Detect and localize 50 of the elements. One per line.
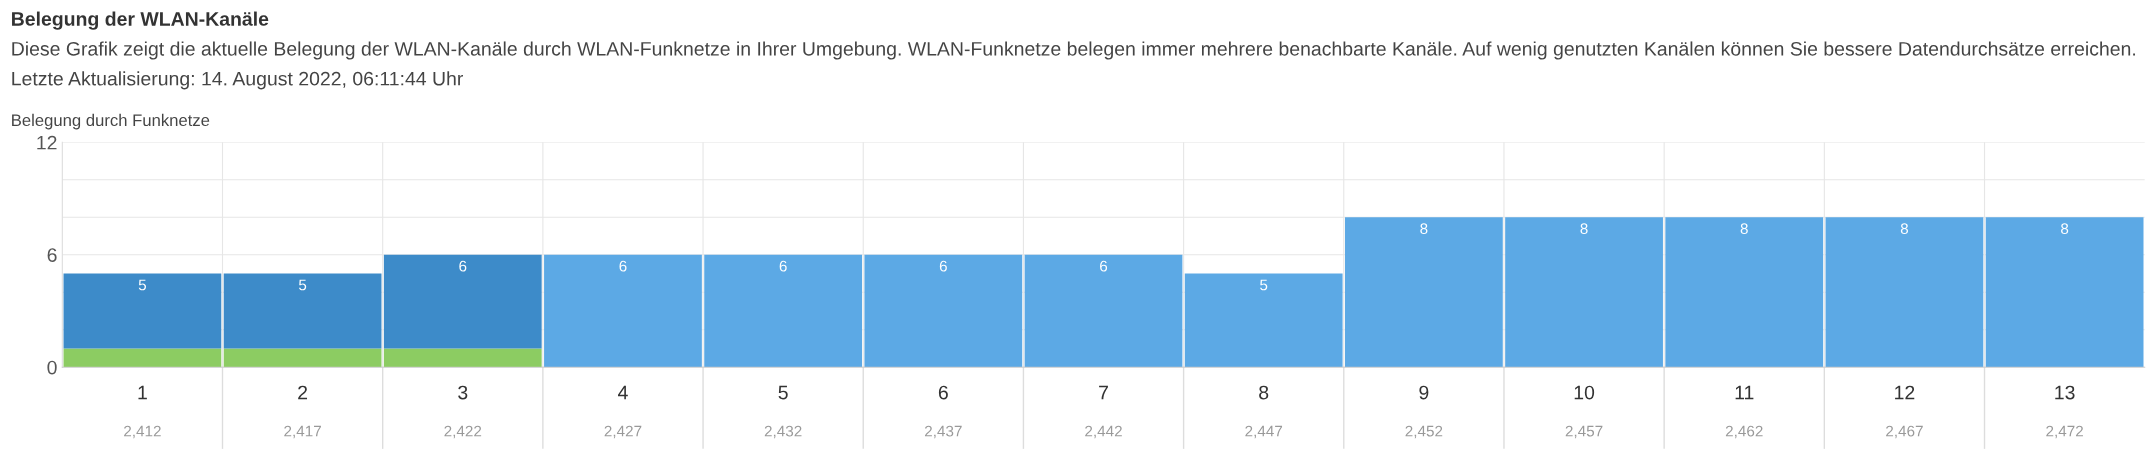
bar <box>1985 217 2144 368</box>
text: 6 <box>939 260 947 272</box>
chart-subtitle: Diese Grafik zeigt die aktuelle Belegung der WLAN-Kanäle durch WLAN-Funknetze in Ihrer Umgebung. WLAN-Funknetze belegen immer mehrere benachbarte Kanäle. Auf wenig genutzten Kanälen können Sie bessere Datendurchsätze erreichen. <box>12 41 2135 60</box>
bar <box>1505 217 1663 368</box>
bar <box>383 348 542 368</box>
chart-title: Belegung der WLAN-Kanäle <box>12 11 269 30</box>
bar <box>1344 217 1503 368</box>
total-label: 6 <box>459 260 467 272</box>
bar <box>63 273 222 349</box>
total-label: 6 <box>619 260 627 272</box>
category-label: 8 2,447 <box>1245 385 1283 439</box>
category-label: 13 2,472 <box>2046 385 2083 439</box>
y-axis-title: Belegung durch Funknetze <box>12 113 210 130</box>
total-label: 8 <box>1580 223 1588 235</box>
category-label: 7 2,442 <box>1085 385 1122 439</box>
total-label: 8 <box>1420 223 1428 235</box>
category-label: 12 2,467 <box>1886 385 1923 439</box>
total-label: 6 <box>938 385 948 400</box>
bar <box>223 348 382 368</box>
y-tick-label: 12 <box>37 135 57 150</box>
bar <box>63 348 222 368</box>
bar <box>1825 217 1984 368</box>
bar <box>1024 254 1183 368</box>
total-label: 8 <box>1740 223 1748 235</box>
total-label: 5 <box>1260 279 1268 291</box>
bar <box>1184 273 1343 368</box>
category-label: 1 2,412 <box>124 385 161 439</box>
bar <box>864 254 1023 368</box>
total-label: 6 <box>779 260 787 272</box>
category-label: 10 2,457 <box>1565 385 1603 439</box>
total-label: 8 <box>1900 223 1909 235</box>
text: Letzte Aktualisierung: 14. August 2022, 06:11:44 Uhr <box>12 71 464 90</box>
category-label: 11 2,462 <box>1725 385 1763 439</box>
category-label: 9 2,452 <box>1405 385 1443 439</box>
bar <box>1665 217 1824 368</box>
bar <box>544 254 702 368</box>
total-label: 5 <box>138 279 147 291</box>
y-tick-label: 6 <box>47 248 57 262</box>
bar <box>704 254 863 368</box>
category-label: 2 2,417 <box>284 385 321 439</box>
category-label: 3 2,422 <box>444 385 482 439</box>
bar <box>223 273 382 349</box>
total-label: 8 <box>2061 223 2069 235</box>
category-label: 2,437 <box>924 425 962 439</box>
total-label: 5 <box>298 279 307 291</box>
category-label: 4 2,427 <box>604 385 642 439</box>
category-label: 5 2,432 <box>764 385 802 439</box>
bar <box>383 254 542 349</box>
total-label: 6 <box>1100 260 1108 272</box>
y-tick-label: 0 <box>47 360 57 375</box>
